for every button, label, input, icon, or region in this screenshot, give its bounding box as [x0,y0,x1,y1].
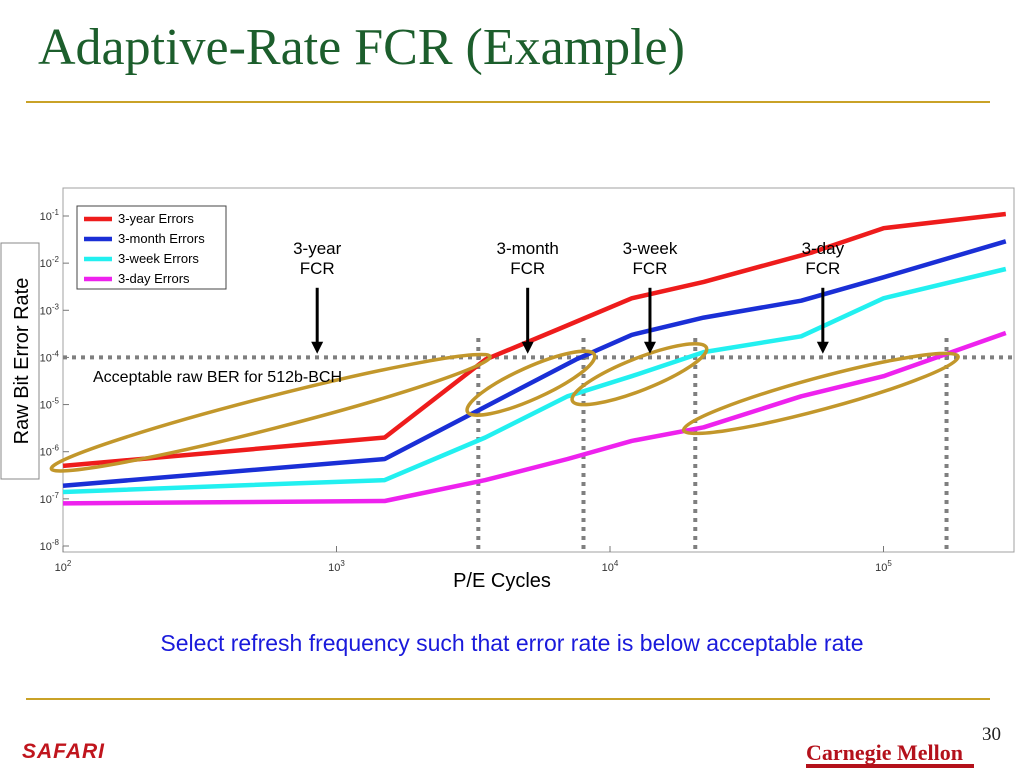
y-tick-label: 10-7 [40,491,60,506]
y-tick-label: 10-1 [40,208,60,223]
page-number: 30 [982,724,1001,745]
fcr-arrow-head [311,341,324,354]
x-axis-ticks: 102 103 104 105 [55,546,892,574]
highlight-ellipses [49,342,960,473]
highlight-ellipse [49,352,492,473]
fcr-arrows: 3-year FCR 3-month FCR 3-week FCR 3-day FCR [293,239,845,354]
fcr-arrow-head [643,341,656,354]
y-tick-label: 10-5 [40,397,60,412]
y-tick-label: 10-3 [40,302,60,317]
series-line [62,330,1007,506]
slide-title: Adaptive-Rate FCR (Example) [38,19,685,76]
title-divider [26,101,990,103]
y-tick-label: 10-4 [40,349,60,364]
fcr-label: 3-year FCR [293,239,342,278]
x-tick-label: 102 [55,559,72,574]
y-axis-label: Raw Bit Error Rate [11,278,33,445]
x-tick-label: 104 [602,559,619,574]
series-line [62,239,1007,488]
highlight-ellipse [570,342,709,407]
highlight-ellipse [465,349,597,417]
fcr-label: 3-day FCR [802,239,845,278]
legend-entry: 3-day Errors [118,271,190,286]
x-tick-label: 103 [328,559,345,574]
legend-entry: 3-week Errors [118,251,199,266]
cmu-logo: Carnegie Mellon [806,740,964,765]
threshold-label: Acceptable raw BER for 512b-BCH [93,369,342,386]
slide-caption: Select refresh frequency such that error… [160,630,864,656]
series-lines [62,211,1007,506]
legend-entry: 3-year Errors [118,211,194,226]
cmu-logo-bar [806,764,974,768]
fcr-arrow-head [816,341,829,354]
series-line [62,211,1007,469]
y-axis-label-box [0,242,40,480]
y-tick-label: 10-2 [40,255,60,270]
footer-divider [26,698,990,700]
x-tick-label: 105 [875,559,892,574]
highlight-ellipse [681,351,960,436]
y-axis-ticks: 10-1 10-2 10-3 10-4 10-5 10-6 10-7 10-8 [40,208,69,553]
fcr-label: 3-week FCR [623,239,678,278]
safari-logo: SAFARI [22,740,106,763]
y-tick-label: 10-6 [40,444,60,459]
fcr-label: 3-month FCR [496,239,558,278]
fcr-arrow-head [521,341,534,354]
legend-entry: 3-month Errors [118,231,205,246]
y-tick-label: 10-8 [40,538,60,553]
series-line [62,266,1007,495]
legend: 3-year Errors 3-month Errors 3-week Errors… [76,205,227,290]
x-axis-label: P/E Cycles [453,570,551,592]
